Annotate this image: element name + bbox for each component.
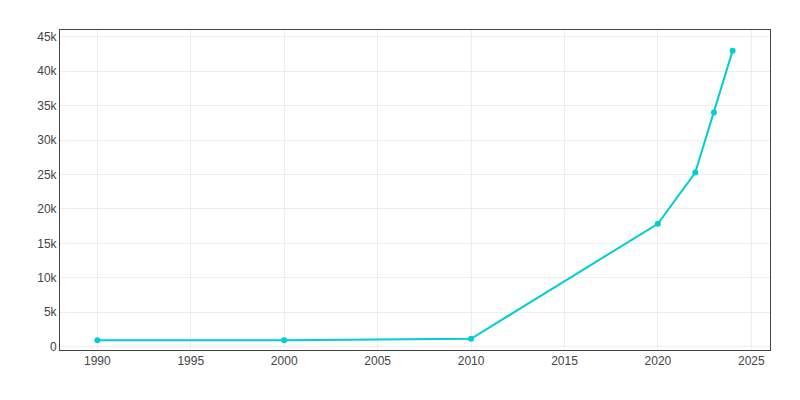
svg-text:25k: 25k — [37, 168, 57, 182]
svg-text:2025: 2025 — [738, 354, 765, 368]
svg-text:10k: 10k — [37, 271, 57, 285]
svg-text:45k: 45k — [37, 30, 57, 44]
svg-text:2005: 2005 — [364, 354, 391, 368]
svg-text:2015: 2015 — [551, 354, 578, 368]
svg-text:35k: 35k — [37, 99, 57, 113]
svg-text:15k: 15k — [37, 237, 57, 251]
svg-text:1990: 1990 — [84, 354, 111, 368]
svg-text:30k: 30k — [37, 133, 57, 147]
svg-text:2010: 2010 — [458, 354, 485, 368]
svg-text:40k: 40k — [37, 64, 57, 78]
svg-text:2020: 2020 — [645, 354, 672, 368]
svg-text:2000: 2000 — [271, 354, 298, 368]
svg-text:5k: 5k — [44, 305, 58, 319]
svg-text:20k: 20k — [37, 202, 57, 216]
svg-text:0: 0 — [50, 340, 57, 354]
svg-text:1995: 1995 — [177, 354, 204, 368]
